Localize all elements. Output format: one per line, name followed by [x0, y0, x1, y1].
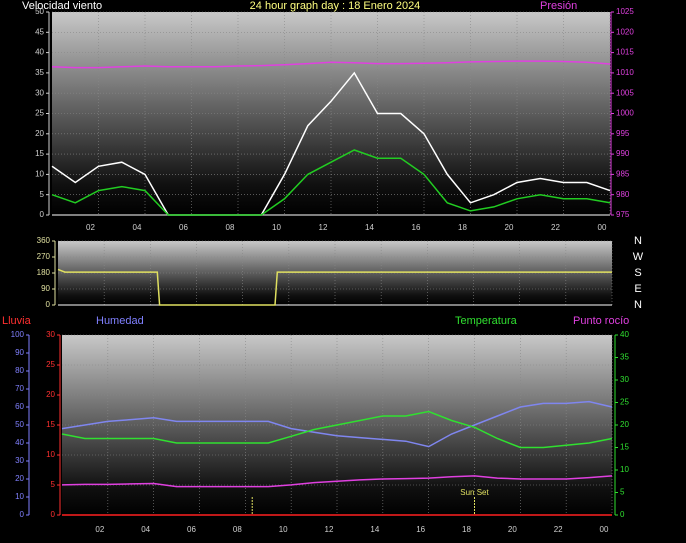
y-tick-label: 1000	[616, 109, 634, 118]
chart-label: 24 hour graph day : 18 Enero 2024	[250, 0, 421, 12]
chart-label: Lluvia	[2, 315, 32, 327]
x-tick-label: 20	[508, 525, 517, 534]
chart-label: Humedad	[96, 315, 144, 327]
y-tick-label: 1005	[616, 88, 634, 97]
y-tick-label: 35	[35, 68, 44, 77]
x-tick-label: 16	[412, 223, 421, 232]
y-tick-label: 25	[35, 109, 44, 118]
series-line	[57, 268, 612, 306]
x-tick-label: 00	[598, 223, 607, 232]
compass-label: E	[634, 283, 641, 295]
y-tick-label: 40	[15, 438, 24, 447]
chart-label: Presión	[540, 0, 577, 12]
y-tick-label: 100	[11, 330, 25, 339]
series-line	[51, 149, 611, 216]
x-tick-label: 12	[319, 223, 328, 232]
chart-label: Temperatura	[455, 315, 518, 327]
y-tick-label: 1025	[616, 7, 634, 16]
chart-label: Velocidad viento	[22, 0, 102, 12]
x-tick-label: 04	[141, 525, 150, 534]
x-tick-label: 08	[226, 223, 235, 232]
x-tick-label: 14	[370, 525, 379, 534]
y-tick-label: 10	[46, 450, 55, 459]
y-tick-label: 270	[37, 252, 51, 261]
y-tick-label: 25	[620, 398, 629, 407]
y-tick-label: 90	[15, 348, 24, 357]
x-tick-label: 10	[279, 525, 288, 534]
y-tick-label: 30	[15, 456, 24, 465]
y-tick-label: 10	[620, 465, 629, 474]
compass-label: N	[634, 235, 642, 247]
y-tick-label: 15	[46, 420, 55, 429]
y-tick-label: 90	[41, 284, 50, 293]
y-tick-label: 980	[616, 190, 630, 199]
y-tick-label: 1015	[616, 48, 634, 57]
series-line	[51, 71, 611, 216]
y-tick-label: 975	[616, 210, 630, 219]
y-tick-label: 15	[35, 149, 44, 158]
y-tick-label: 30	[620, 375, 629, 384]
y-tick-label: 40	[35, 48, 44, 57]
y-tick-label: 180	[37, 268, 51, 277]
y-tick-label: 985	[616, 170, 630, 179]
x-tick-label: 12	[325, 525, 334, 534]
y-tick-label: 15	[620, 443, 629, 452]
x-tick-label: 08	[233, 525, 242, 534]
series-line	[61, 400, 613, 448]
x-tick-label: 10	[272, 223, 281, 232]
y-tick-label: 995	[616, 129, 630, 138]
y-tick-label: 360	[37, 236, 51, 245]
x-tick-label: 18	[462, 525, 471, 534]
x-tick-label: 20	[505, 223, 514, 232]
y-tick-label: 5	[620, 488, 625, 497]
y-tick-label: 1010	[616, 68, 634, 77]
x-tick-label: 02	[86, 223, 95, 232]
x-tick-label: 22	[551, 223, 560, 232]
series-line	[51, 60, 611, 69]
x-tick-label: 02	[95, 525, 104, 534]
event-label: Sun Set	[460, 488, 489, 497]
y-tick-label: 20	[15, 474, 24, 483]
y-tick-label: 30	[35, 88, 44, 97]
x-tick-label: 16	[416, 525, 425, 534]
y-tick-label: 990	[616, 149, 630, 158]
chart-label: Punto rocío	[573, 315, 629, 327]
compass-label: S	[634, 267, 641, 279]
y-tick-label: 60	[15, 402, 24, 411]
y-tick-label: 20	[46, 390, 55, 399]
y-tick-label: 35	[620, 353, 629, 362]
y-tick-label: 20	[620, 420, 629, 429]
y-tick-label: 40	[620, 330, 629, 339]
y-tick-label: 0	[20, 510, 25, 519]
series-line	[61, 410, 613, 449]
y-tick-label: 25	[46, 360, 55, 369]
x-tick-label: 06	[179, 223, 188, 232]
series-line	[61, 475, 613, 488]
y-tick-label: 1020	[616, 27, 634, 36]
y-tick-label: 45	[35, 27, 44, 36]
y-tick-label: 0	[46, 300, 51, 309]
compass-label: N	[634, 299, 642, 311]
y-tick-label: 70	[15, 384, 24, 393]
y-tick-label: 10	[15, 492, 24, 501]
x-tick-label: 22	[554, 525, 563, 534]
y-tick-label: 10	[35, 170, 44, 179]
y-tick-label: 5	[51, 480, 56, 489]
y-tick-label: 5	[40, 190, 45, 199]
compass-label: W	[633, 251, 644, 263]
y-tick-label: 50	[15, 420, 24, 429]
y-tick-label: 50	[35, 7, 44, 16]
x-tick-label: 06	[187, 525, 196, 534]
x-tick-label: 00	[600, 525, 609, 534]
y-tick-label: 0	[51, 510, 56, 519]
x-tick-label: 14	[365, 223, 374, 232]
x-tick-label: 04	[133, 223, 142, 232]
y-tick-label: 0	[620, 510, 625, 519]
y-tick-label: 30	[46, 330, 55, 339]
y-tick-label: 20	[35, 129, 44, 138]
y-tick-label: 0	[40, 210, 45, 219]
x-tick-label: 18	[458, 223, 467, 232]
y-tick-label: 80	[15, 366, 24, 375]
